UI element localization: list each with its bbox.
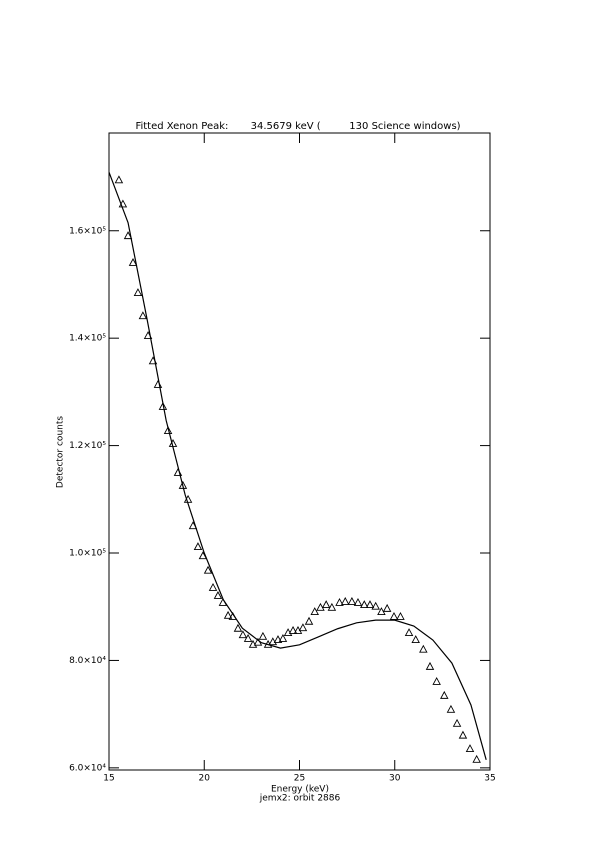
data-point [208,582,218,591]
data-point [365,600,375,609]
data-point [138,311,148,320]
x-tick-label: 25 [294,774,305,784]
data-point [153,379,163,388]
data-point [128,258,138,266]
data-point [310,607,319,616]
data-point [273,635,283,643]
data-point [353,598,363,606]
x-axis-label: Energy (keV) [271,785,329,795]
data-point [440,690,449,699]
y-tick-label: 1.4×10⁵ [69,334,106,344]
data-point [347,596,357,605]
data-point [340,596,350,605]
data-point [223,610,233,619]
data-point [411,635,420,643]
data-point [404,628,414,636]
data-point [327,602,337,611]
data-point [163,426,173,435]
data-point [316,602,325,611]
data-point [123,231,133,240]
x-tick-label: 15 [103,774,114,784]
y-tick-label: 6.0×10⁴ [69,763,106,773]
x-tick-label: 20 [199,774,211,784]
y-tick-label: 8.0×10⁴ [69,656,106,666]
data-point [382,603,392,612]
data-point [419,644,428,653]
data-point [114,175,124,184]
subtitle: jemx2: orbit 2886 [259,794,341,804]
y-tick-label: 1.0×10⁵ [69,549,106,559]
fit-line [108,171,487,760]
data-point [238,630,248,639]
data-point [298,623,308,632]
data-point [425,661,435,670]
y-axis-label: Detector counts [56,416,66,488]
data-point [335,598,344,606]
data-point [389,611,399,620]
data-point [278,633,288,642]
data-point [304,616,314,625]
data-point [452,718,462,727]
chart-title: Fitted Xenon Peak: 34.5679 keV ( 130 Sci… [135,121,460,132]
data-point [133,288,143,297]
data-point [158,401,168,410]
data-point [360,600,369,609]
x-tick-label: 35 [484,774,495,784]
data-point [396,611,405,620]
data-point [371,601,380,610]
data-point [446,704,456,713]
data-point [288,625,298,634]
plot-frame [108,132,491,771]
x-tick-label: 30 [389,774,401,784]
data-point [458,730,468,739]
data-point [243,633,253,642]
data-point [465,744,475,753]
data-point [233,623,243,632]
y-tick-label: 1.6×10⁵ [69,226,106,236]
data-point [472,754,481,763]
data-point [258,631,268,640]
data-point [213,591,223,599]
data-point [203,565,213,574]
y-tick-label: 1.2×10⁵ [69,441,106,451]
data-point [432,676,441,685]
data-point [321,600,331,609]
data-point [193,542,203,551]
